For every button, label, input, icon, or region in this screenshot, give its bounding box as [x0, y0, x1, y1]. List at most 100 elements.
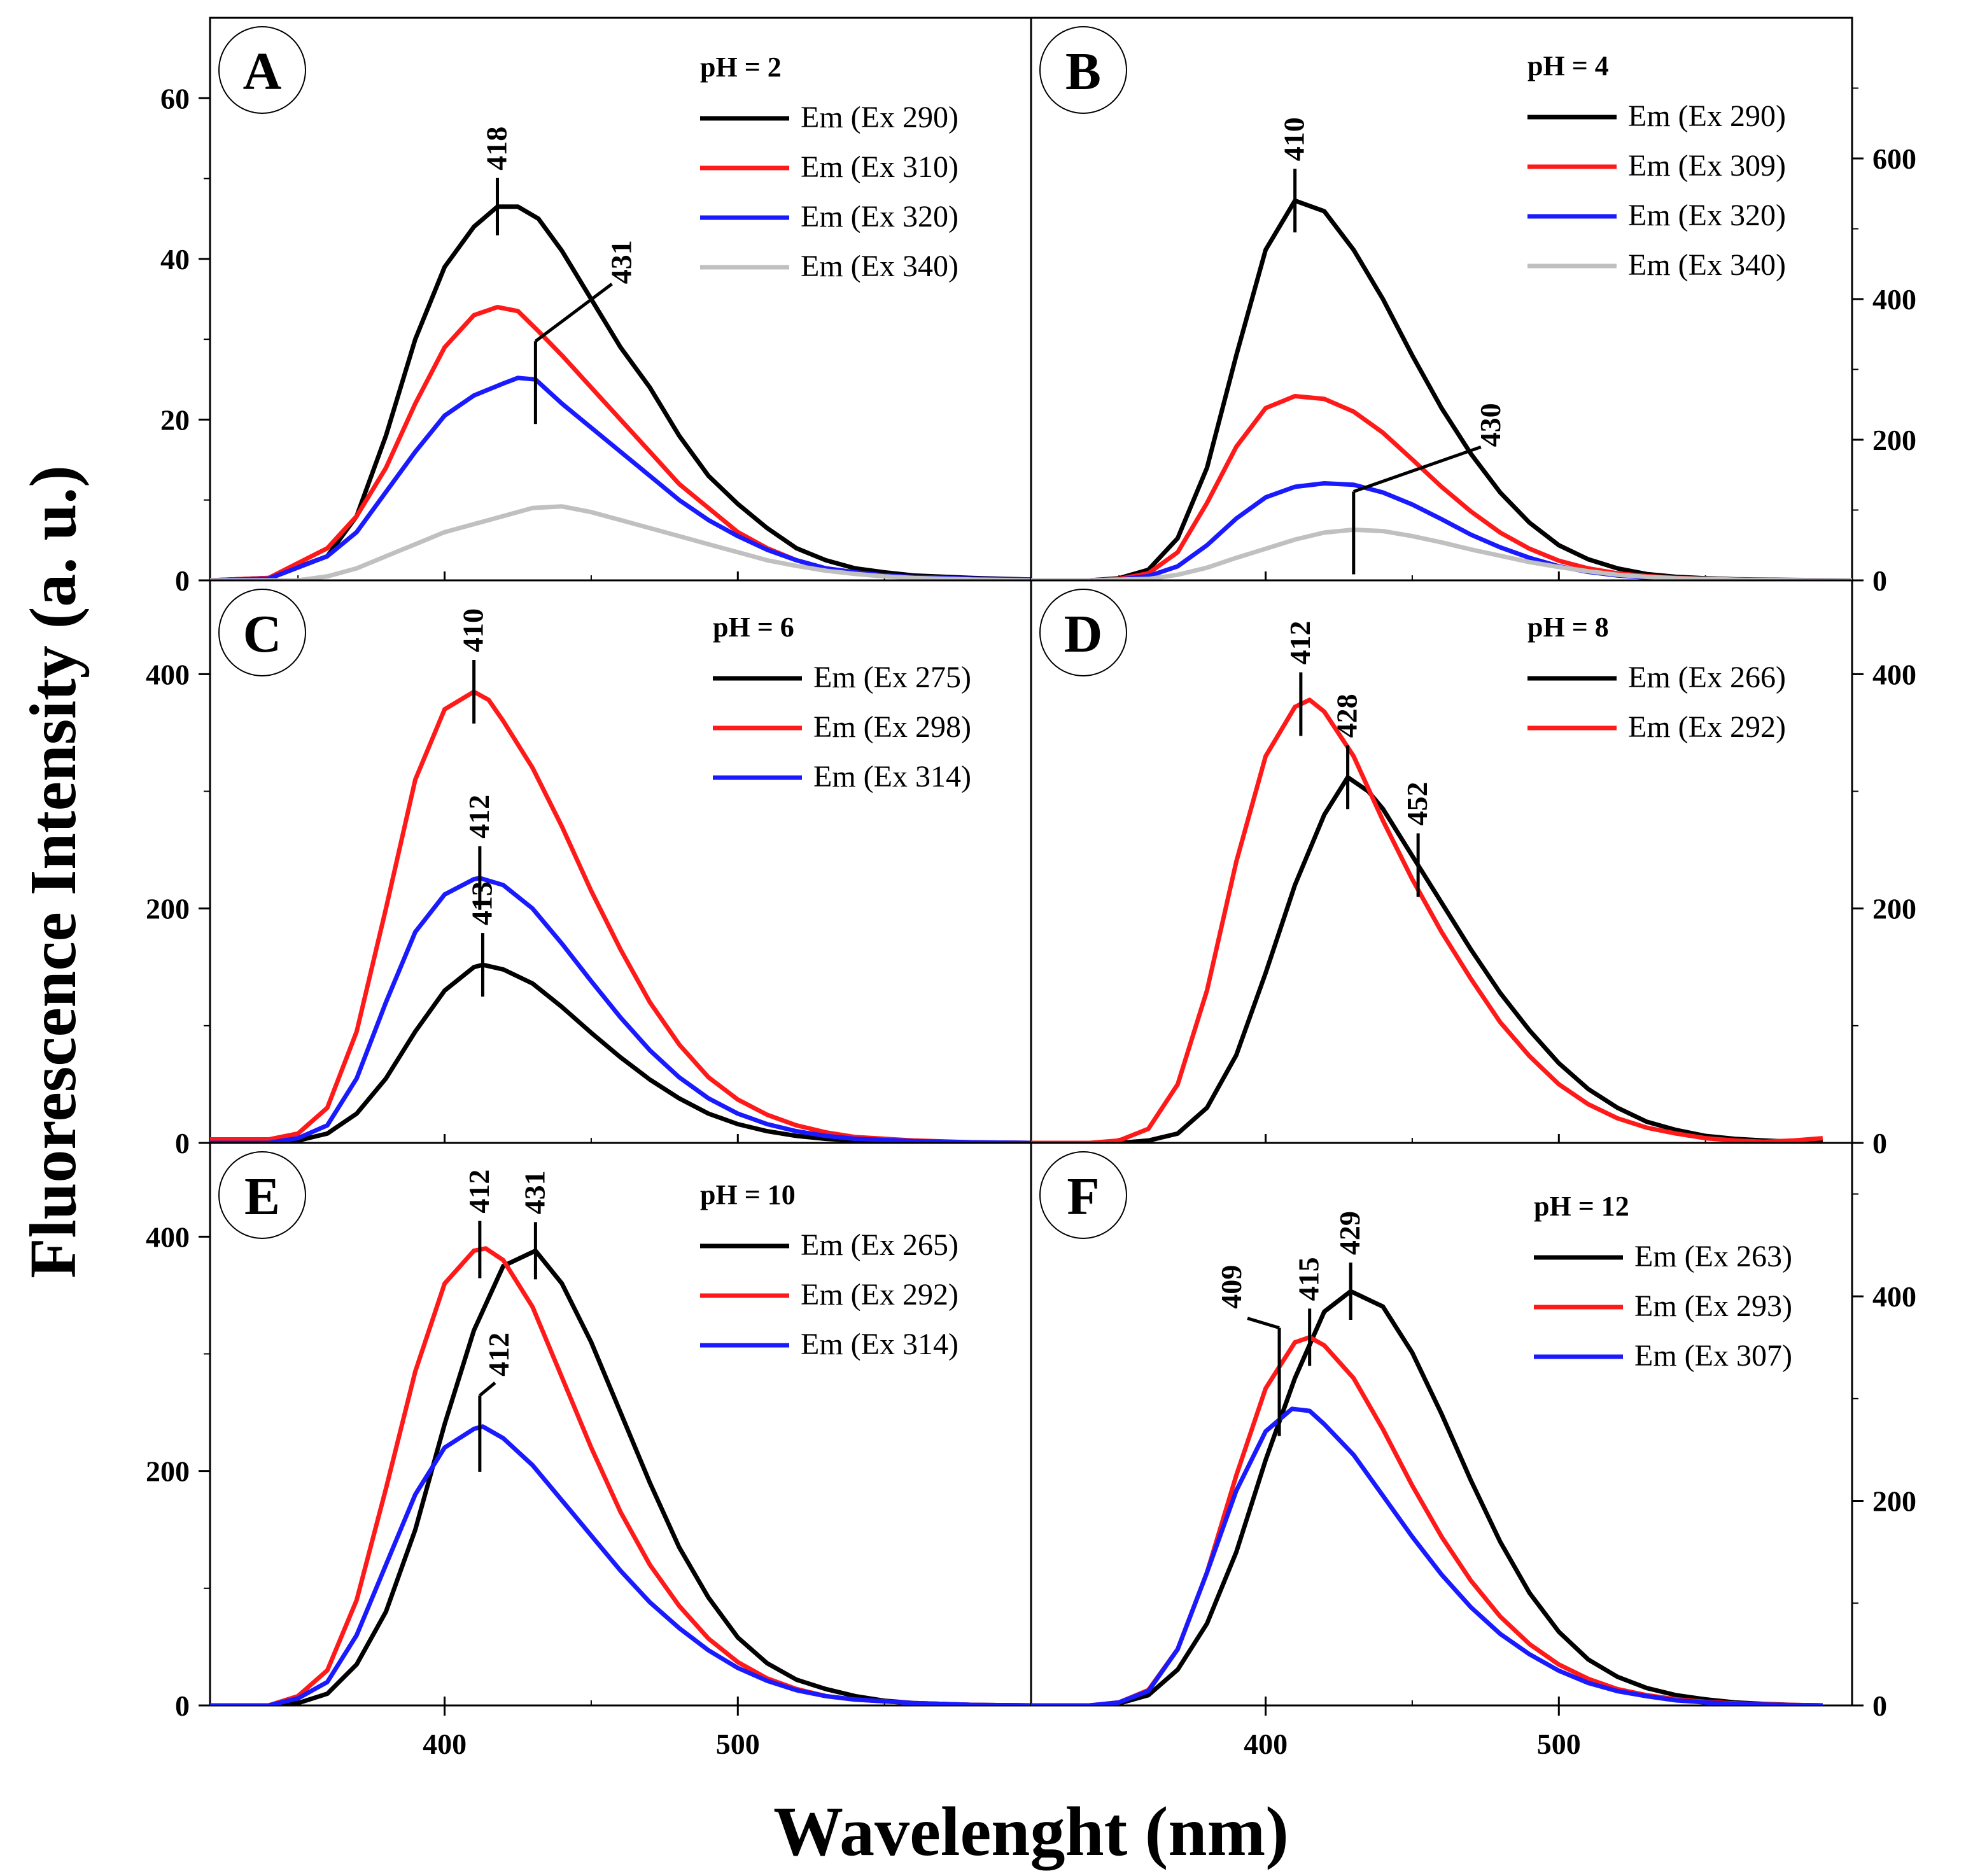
legend-entry: Em (Ex 309) [1628, 149, 1786, 183]
series-line-3 [1031, 1406, 1823, 1705]
panel-letter: B [1065, 42, 1101, 101]
peak-leader [479, 1381, 496, 1397]
x-tick-label: 500 [1537, 1728, 1581, 1760]
panel-letter: F [1067, 1167, 1099, 1226]
legend-entry: Em (Ex 320) [1628, 199, 1786, 232]
ph-label: pH = 12 [1534, 1191, 1629, 1222]
series-line-2 [1031, 697, 1823, 1143]
legend-entry: Em (Ex 298) [813, 710, 971, 744]
peak-label: 412 [463, 795, 495, 839]
panel-letter-circle [1039, 1151, 1127, 1239]
panel-letter-circle [218, 589, 306, 676]
series-line-1 [210, 962, 1031, 1143]
panel-letter-circle [218, 26, 306, 114]
legend-entry: Em (Ex 266) [1628, 661, 1786, 694]
ph-label: pH = 6 [713, 612, 794, 643]
ph-label: pH = 10 [700, 1179, 796, 1210]
y-tick-label: 0 [175, 1690, 190, 1722]
y-tick-label: 400 [1872, 658, 1916, 690]
legend-entry: Em (Ex 292) [801, 1278, 958, 1312]
legend-entry: Em (Ex 275) [813, 661, 971, 694]
legend-entry: Em (Ex 320) [801, 200, 958, 234]
peak-label: 431 [518, 1170, 551, 1214]
x-tick-label: 400 [423, 1728, 467, 1760]
peak-label: 409 [1215, 1265, 1247, 1309]
panel-letter-circle [218, 1151, 306, 1239]
y-tick-label: 200 [1872, 1485, 1916, 1518]
legend-entry: Em (Ex 314) [813, 760, 971, 794]
y-tick-label: 400 [1872, 1280, 1916, 1313]
panel-letter: A [243, 42, 282, 101]
panel-letter: C [243, 605, 282, 664]
y-tick-label: 400 [146, 658, 190, 690]
ph-label: pH = 2 [700, 52, 782, 83]
y-tick-label: 60 [160, 82, 190, 115]
panel-letter: E [244, 1167, 280, 1226]
peak-label: 431 [605, 240, 637, 284]
series-line-1 [1031, 1289, 1823, 1705]
legend-entry: Em (Ex 265) [801, 1228, 958, 1262]
panel-d: 0 200 400 D pH = 8 Em (Ex 266) Em (Ex 292) 412 4… [1030, 579, 1916, 1159]
ph-label: pH = 8 [1527, 612, 1609, 643]
x-tick-label: 500 [716, 1728, 760, 1760]
panel-frame [1030, 1142, 1853, 1707]
peak-label: 412 [463, 1170, 495, 1214]
legend-entry: Em (Ex 307) [1634, 1339, 1792, 1373]
y-tick-label: 0 [1872, 1127, 1887, 1159]
legend-entry: Em (Ex 263) [1634, 1240, 1792, 1273]
peak-label: 428 [1331, 694, 1363, 738]
x-axis-title: Wavelenght (nm) [773, 1793, 1289, 1870]
y-tick-label: 40 [160, 243, 190, 276]
y-tick-label: 400 [1872, 283, 1916, 316]
y-tick-label: 200 [1872, 424, 1916, 456]
peak-label: 410 [457, 608, 489, 652]
y-tick-label: 200 [146, 893, 190, 925]
peak-label: 413 [466, 881, 498, 925]
peak-label: 452 [1401, 782, 1433, 826]
ph-label: pH = 4 [1527, 50, 1609, 81]
peak-leader [534, 283, 613, 343]
panel-b: 0 200 400 600 B pH = 4 Em (Ex 290) Em (Ex 309) E… [1030, 17, 1916, 597]
peak-label: 412 [482, 1333, 515, 1376]
y-axis-title: Fluorescence Intensity (a. u.) [17, 465, 90, 1278]
y-tick-label: 0 [175, 1127, 190, 1159]
peak-label: 429 [1333, 1211, 1366, 1255]
series-line-3 [210, 1424, 1031, 1705]
y-tick-label: 200 [146, 1455, 190, 1488]
series-line-4 [210, 504, 1031, 580]
legend-entry: Em (Ex 310) [801, 150, 958, 184]
legend-entry: Em (Ex 290) [1628, 99, 1786, 133]
peak-leader [1352, 445, 1482, 493]
peak-label: 410 [1278, 117, 1310, 161]
legend-entry: Em (Ex 340) [1628, 248, 1786, 282]
peak-label: 415 [1293, 1257, 1325, 1301]
legend-entry: Em (Ex 290) [801, 101, 958, 134]
legend-entry: Em (Ex 314) [801, 1327, 958, 1361]
peak-label: 418 [481, 127, 513, 171]
series-line-2 [210, 689, 1031, 1143]
legend-entry: Em (Ex 293) [1634, 1289, 1792, 1323]
legend-entry: Em (Ex 340) [801, 249, 958, 283]
series-line-1 [210, 1248, 1031, 1705]
y-tick-label: 400 [146, 1221, 190, 1253]
series-line-4 [1031, 527, 1852, 580]
legend-entry: Em (Ex 292) [1628, 710, 1786, 744]
panel-letter: D [1064, 605, 1103, 664]
peak-leader [1247, 1317, 1280, 1330]
y-tick-label: 20 [160, 403, 190, 436]
x-tick-label: 400 [1244, 1728, 1288, 1760]
panel-c: 0 200 400 C pH = 6 Em (Ex 275) Em (Ex 298) Em (… [146, 579, 1032, 1159]
peak-label: 430 [1474, 403, 1506, 447]
series-line-3 [210, 876, 1031, 1143]
y-tick-label: 0 [1872, 564, 1887, 597]
peak-label: 412 [1284, 621, 1316, 665]
y-tick-label: 0 [1872, 1690, 1887, 1722]
series-line-1 [1031, 774, 1823, 1143]
y-tick-label: 600 [1872, 143, 1916, 175]
